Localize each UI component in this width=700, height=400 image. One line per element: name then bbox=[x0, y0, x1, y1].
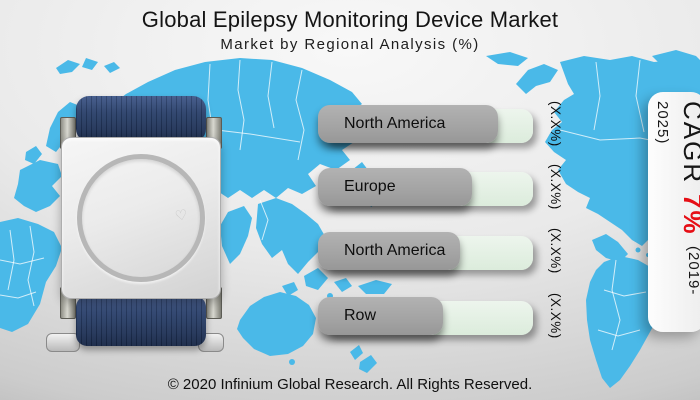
header: Global Epilepsy Monitoring Device Market… bbox=[0, 7, 700, 53]
region-label: Row bbox=[344, 307, 377, 324]
region-value: (X.X%) bbox=[548, 293, 563, 339]
region-label: North America bbox=[344, 115, 446, 132]
region-bar-europe: Europe bbox=[318, 168, 472, 206]
bar-row: Row (X.X%) bbox=[318, 293, 580, 339]
region-value: (X.X%) bbox=[548, 164, 563, 210]
region-label: North America bbox=[344, 242, 446, 259]
device-ring bbox=[77, 154, 205, 282]
strap-clasp bbox=[46, 333, 80, 352]
cagr-text: CAGR 7%(2019-2025) bbox=[646, 92, 700, 332]
region-value: (X.X%) bbox=[548, 101, 563, 147]
cagr-panel: CAGR 7%(2019-2025) bbox=[648, 92, 700, 332]
device-strap-bottom bbox=[76, 296, 206, 346]
region-bar-row: Row bbox=[318, 297, 443, 335]
region-value: (X.X%) bbox=[548, 228, 563, 274]
cagr-label: CAGR bbox=[678, 101, 700, 185]
device-strap-top bbox=[76, 96, 206, 142]
region-bar-north-america-2: North America bbox=[318, 232, 460, 270]
cagr-value: 7% bbox=[678, 194, 700, 236]
page-subtitle: Market by Regional Analysis (%) bbox=[220, 36, 480, 53]
page-title: Global Epilepsy Monitoring Device Market bbox=[141, 7, 559, 32]
cagr-period: (2019-2025) bbox=[654, 101, 700, 296]
region-label: Europe bbox=[344, 178, 396, 195]
bar-row: Europe (X.X%) bbox=[318, 164, 580, 210]
region-bar-north-america-1: North America bbox=[318, 105, 498, 143]
heart-icon: ♡ bbox=[173, 206, 189, 224]
copyright-text: © 2020 Infinium Global Research. All Rig… bbox=[167, 376, 533, 393]
bar-row: North America (X.X%) bbox=[318, 228, 580, 274]
bar-row: North America (X.X%) bbox=[318, 101, 580, 147]
